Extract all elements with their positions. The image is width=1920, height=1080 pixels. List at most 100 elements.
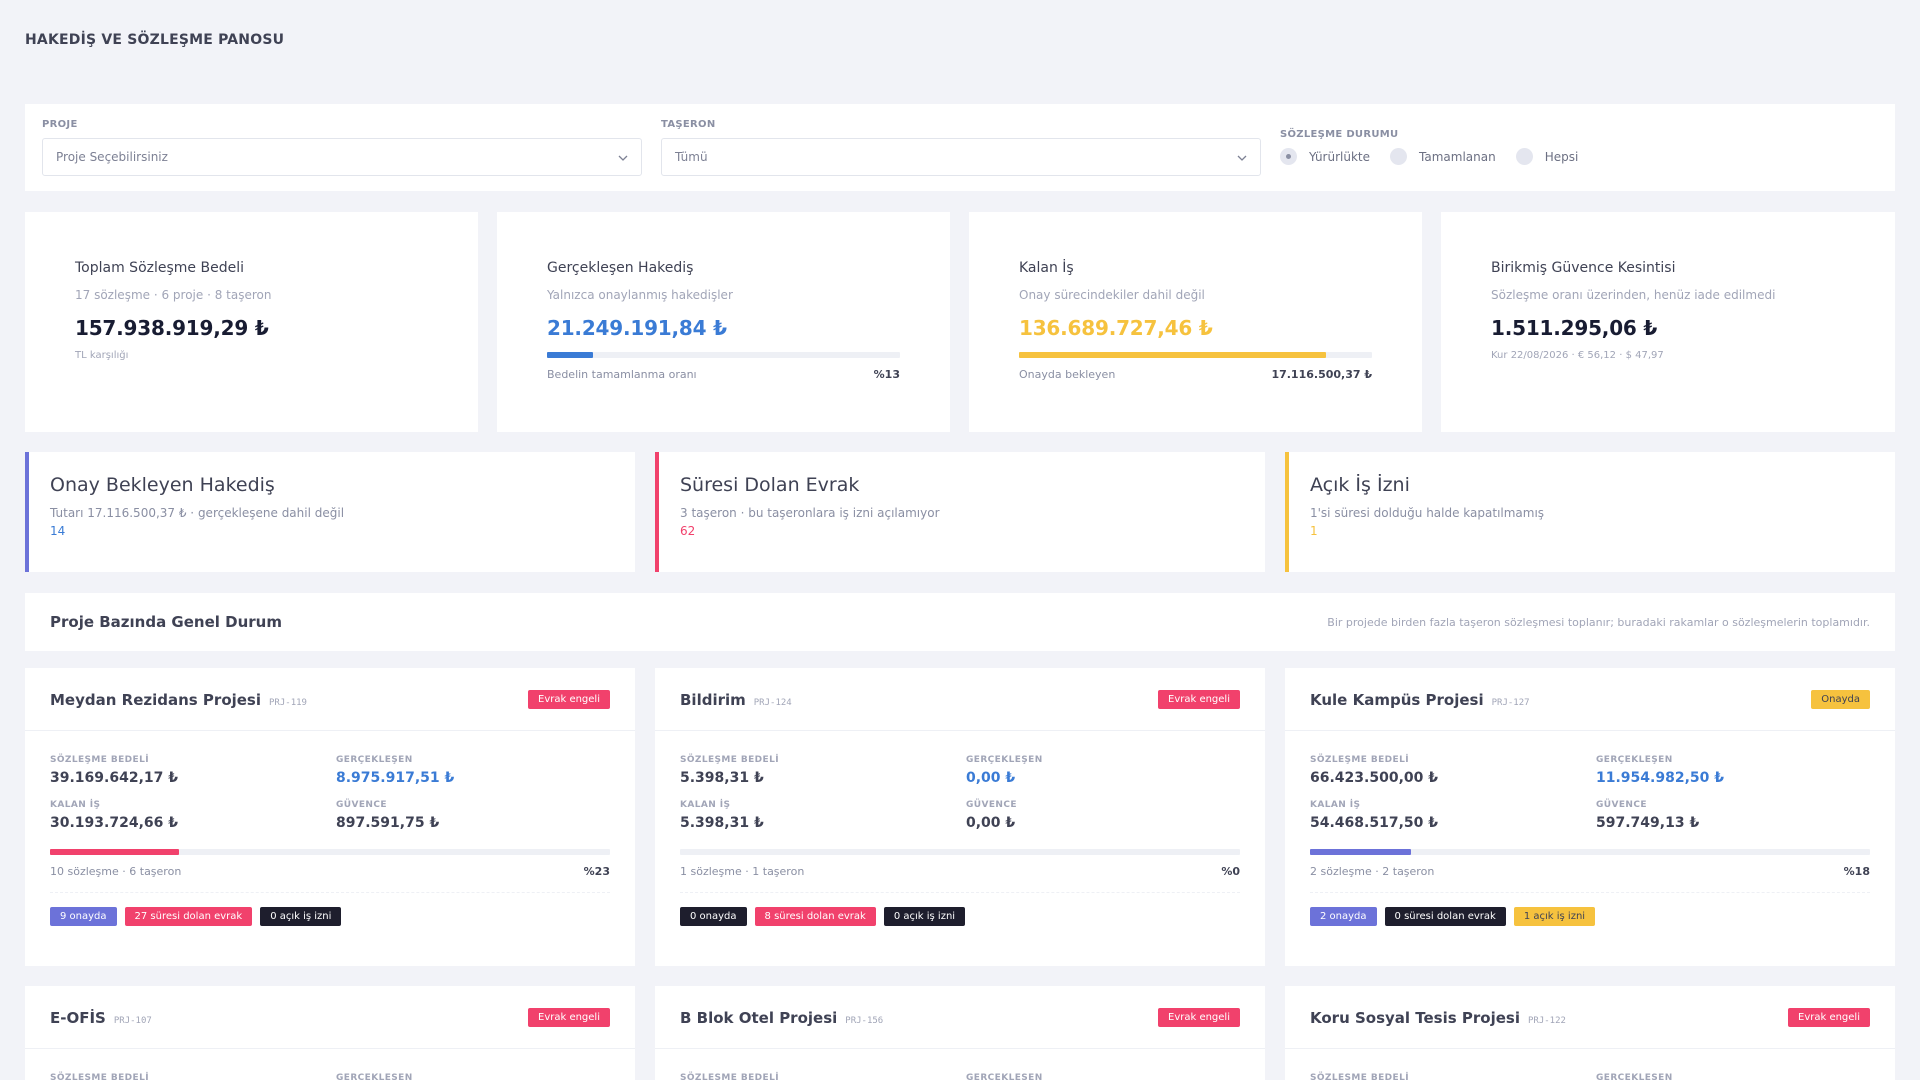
metric-label: SÖZLEŞME BEDELİ — [680, 1073, 779, 1080]
kpi-subtitle: 17 sözleşme · 6 proje · 8 taşeron — [75, 288, 272, 302]
metric-label: KALAN İŞ — [1310, 800, 1361, 810]
project-percent: %18 — [1843, 865, 1870, 878]
project-card[interactable]: Kule Kampüs Projesi PRJ-127 Onayda SÖZLEŞ… — [1285, 668, 1895, 966]
kpi-subtitle: Sözleşme oranı üzerinden, henüz iade edi… — [1491, 288, 1776, 302]
subcontractor-select-value: Tümü — [675, 150, 708, 164]
metric-label: KALAN İŞ — [680, 800, 731, 810]
alert-expired-documents[interactable]: Süresi Dolan Evrak 3 taşeron · bu taşero… — [655, 452, 1265, 572]
metric-label: GÜVENCE — [966, 800, 1017, 810]
progress-bar — [50, 849, 610, 855]
alert-subtitle: Tutarı 17.116.500,37 ₺ · gerçekleşene da… — [50, 506, 345, 520]
kpi-value: 1.511.295,06 ₺ — [1491, 316, 1658, 340]
alert-count: 1 — [1310, 524, 1318, 538]
filter-panel: PROJE Proje Seçebilirsiniz TAŞERON Tümü … — [25, 104, 1895, 191]
project-select[interactable]: Proje Seçebilirsiniz — [42, 138, 642, 176]
alert-pending-approval[interactable]: Onay Bekleyen Hakediş Tutarı 17.116.500,… — [25, 452, 635, 572]
metric-value: 66.423.500,00 ₺ — [1310, 770, 1438, 786]
kpi-realized: Gerçekleşen Hakediş Yalnızca onaylanmış … — [497, 212, 950, 432]
status-badge: Evrak engeli — [1158, 1007, 1240, 1027]
alert-title: Onay Bekleyen Hakediş — [50, 474, 275, 496]
metric-label: GERÇEKLEŞEN — [966, 1073, 1043, 1080]
progress-bar — [680, 849, 1240, 855]
metric-value: 0,00 ₺ — [966, 815, 1016, 831]
metric-label: GERÇEKLEŞEN — [1596, 1073, 1673, 1080]
project-filter-label: PROJE — [42, 119, 78, 130]
metric-value: 54.468.517,50 ₺ — [1310, 815, 1438, 831]
metric-label: GERÇEKLEŞEN — [336, 755, 413, 765]
alert-subtitle: 1'si süresi dolduğu halde kapatılmamış — [1310, 506, 1545, 520]
alert-open-permit[interactable]: Açık İş İzni 1'si süresi dolduğu halde k… — [1285, 452, 1895, 572]
project-card-header: B Blok Otel Projesi PRJ-156 Evrak engeli — [655, 986, 1265, 1049]
alert-row: Onay Bekleyen Hakediş Tutarı 17.116.500,… — [25, 452, 1895, 572]
kpi-retention: Birikmiş Güvence Kesintisi Sözleşme oran… — [1441, 212, 1895, 432]
project-percent: %23 — [583, 865, 610, 878]
chip-expired[interactable]: 0 süresi dolan evrak — [1384, 907, 1506, 926]
kpi-title: Gerçekleşen Hakediş — [547, 260, 694, 276]
chevron-down-icon — [1237, 155, 1247, 161]
chip-pending[interactable]: 0 onayda — [680, 907, 747, 926]
project-card[interactable]: Bildirim PRJ-124 Evrak engeli SÖZLEŞME BE… — [655, 668, 1265, 966]
bar-value: %13 — [873, 368, 900, 381]
kpi-value: 21.249.191,84 ₺ — [547, 316, 727, 340]
project-summary: 10 sözleşme · 6 taşeron — [50, 865, 182, 878]
radio-dot — [1515, 148, 1533, 165]
project-code: PRJ-124 — [753, 697, 792, 708]
status-radio-completed[interactable]: Tamamlanan — [1390, 148, 1496, 165]
project-summary: 1 sözleşme · 1 taşeron — [680, 865, 805, 878]
status-badge: Onayda — [1811, 689, 1870, 709]
metric-label: SÖZLEŞME BEDELİ — [50, 1073, 149, 1080]
project-card[interactable]: B Blok Otel Projesi PRJ-156 Evrak engeli … — [655, 986, 1265, 1080]
page-title: HAKEDİŞ VE SÖZLEŞME PANOSU — [25, 32, 285, 48]
metric-value: 8.975.917,51 ₺ — [336, 770, 455, 786]
bar-label: Onayda bekleyen — [1019, 368, 1116, 381]
metric-label: KALAN İŞ — [50, 800, 101, 810]
kpi-note: TL karşılığı — [75, 350, 129, 361]
project-card[interactable]: Koru Sosyal Tesis Projesi PRJ-122 Evrak e… — [1285, 986, 1895, 1080]
project-name: Kule Kampüs Projesi — [1310, 690, 1484, 709]
subcontractor-select[interactable]: Tümü — [661, 138, 1261, 176]
project-card[interactable]: Meydan Rezidans Projesi PRJ-119 Evrak eng… — [25, 668, 635, 966]
chip-permit[interactable]: 0 açık iş izni — [260, 907, 342, 926]
alert-title: Açık İş İzni — [1310, 474, 1410, 496]
chip-expired[interactable]: 8 süresi dolan evrak — [754, 907, 876, 926]
project-name: Meydan Rezidans Projesi — [50, 690, 262, 709]
alert-title: Süresi Dolan Evrak — [680, 474, 860, 496]
status-radio-label: Tamamlanan — [1419, 149, 1496, 164]
chip-pending[interactable]: 2 onayda — [1310, 907, 1377, 926]
kpi-value: 157.938.919,29 ₺ — [75, 316, 269, 340]
chip-expired[interactable]: 27 süresi dolan evrak — [124, 907, 253, 926]
status-radio-all[interactable]: Hepsi — [1515, 148, 1578, 165]
chip-permit[interactable]: 0 açık iş izni — [883, 907, 966, 926]
metric-label: GERÇEKLEŞEN — [966, 755, 1043, 765]
project-card[interactable]: E-OFİS PRJ-107 Evrak engeli SÖZLEŞME BEDE… — [25, 986, 635, 1080]
progress-fill — [1310, 849, 1411, 855]
project-card-header: E-OFİS PRJ-107 Evrak engeli — [25, 986, 635, 1049]
project-summary: 2 sözleşme · 2 taşeron — [1310, 865, 1435, 878]
project-code: PRJ-127 — [1491, 697, 1530, 708]
progress-bar — [1310, 849, 1870, 855]
status-badge: Evrak engeli — [528, 689, 610, 709]
project-card-header: Bildirim PRJ-124 Evrak engeli — [655, 668, 1265, 731]
alert-subtitle: 3 taşeron · bu taşeronlara iş izni açıla… — [680, 506, 940, 520]
chip-permit[interactable]: 1 açık iş izni — [1513, 907, 1596, 926]
metric-value: 0,00 ₺ — [966, 770, 1016, 786]
section-title: Proje Bazında Genel Durum — [50, 613, 282, 631]
status-badge: Evrak engeli — [528, 1007, 610, 1027]
metric-value: 5.398,31 ₺ — [680, 770, 764, 786]
progress-fill — [1019, 352, 1327, 358]
project-card-header: Kule Kampüs Projesi PRJ-127 Onayda — [1285, 668, 1895, 731]
project-code: PRJ-156 — [845, 1015, 884, 1026]
chip-pending[interactable]: 9 onayda — [50, 907, 117, 926]
metric-value: 30.193.724,66 ₺ — [50, 815, 178, 831]
metric-label: SÖZLEŞME BEDELİ — [1310, 1073, 1409, 1080]
kpi-value: 136.689.727,46 ₺ — [1019, 316, 1213, 340]
metric-label: SÖZLEŞME BEDELİ — [680, 755, 779, 765]
bar-label: Bedelin tamamlanma oranı — [547, 368, 697, 381]
status-filter-label: SÖZLEŞME DURUMU — [1280, 129, 1399, 140]
project-name: B Blok Otel Projesi — [680, 1008, 838, 1027]
bar-value: 17.116.500,37 ₺ — [1271, 368, 1372, 381]
project-code: PRJ-119 — [269, 697, 307, 708]
status-radio-active[interactable]: Yürürlükte — [1280, 148, 1370, 165]
radio-dot — [1390, 148, 1408, 165]
chevron-down-icon — [618, 155, 628, 161]
